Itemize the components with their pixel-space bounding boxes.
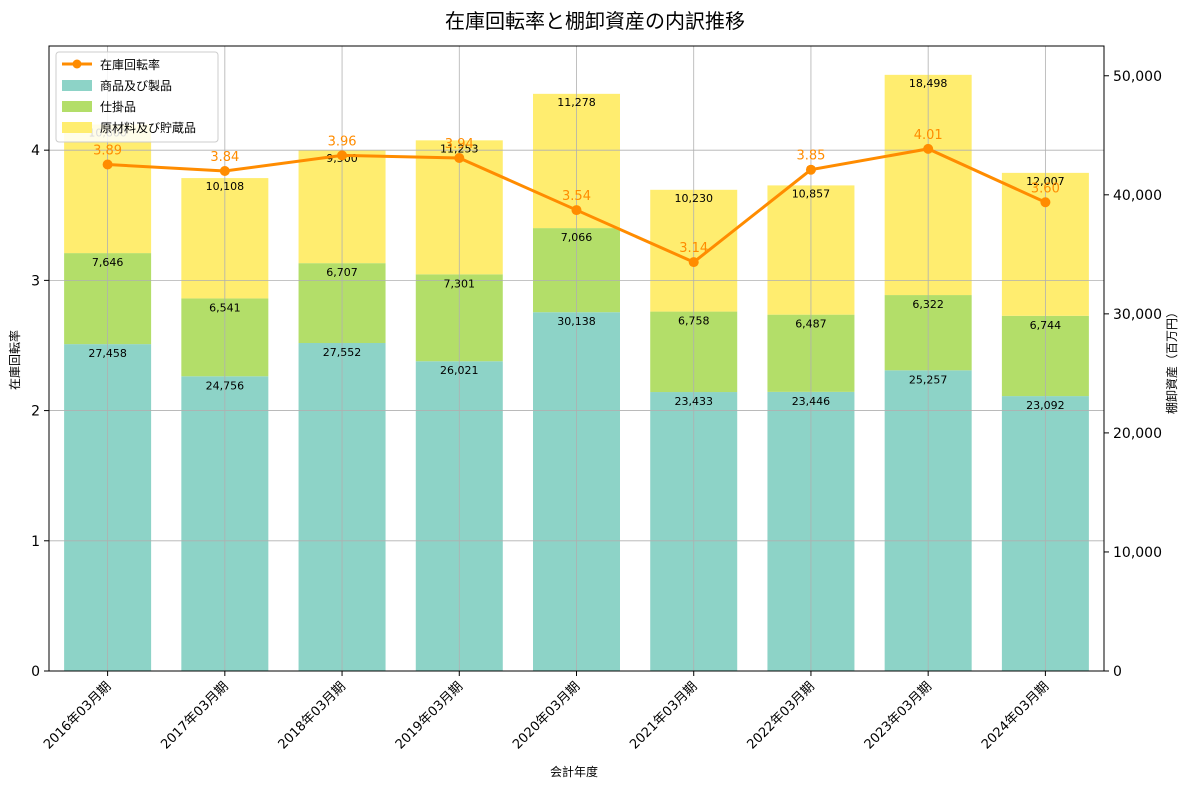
x-tick-label: 2020年03月期 [510,679,583,752]
turnover-point [571,205,582,216]
turnover-value-label: 3.54 [562,189,591,204]
x-tick-label: 2017年03月期 [158,679,231,752]
turnover-value-label: 4.01 [914,128,943,143]
turnover-value-label: 3.60 [1031,181,1060,196]
turnover-value-label: 3.84 [210,150,239,165]
bar-value-label: 6,322 [912,298,944,311]
legend-box [55,51,219,143]
bar-value-label: 10,230 [674,192,713,205]
legend-marker [72,59,82,69]
legend-patch-swatch [62,80,92,91]
bar-value-label: 10,857 [792,187,831,200]
bar-value-label: 26,021 [440,364,479,377]
bar-value-label: 7,066 [561,231,593,244]
y-axis-right-label: 棚卸資産（百万円） [1164,306,1179,414]
bar-value-label: 11,253 [440,142,479,155]
y-right-tick-label: 0 [1113,664,1122,680]
bar-value-label: 24,756 [206,379,245,392]
x-tick-label: 2016年03月期 [41,679,114,752]
chart-title: 在庫回転率と棚卸資産の内訳推移 [445,9,745,33]
bar-value-label: 6,744 [1030,319,1062,332]
legend-entry-label: 商品及び製品 [100,78,172,93]
x-tick-label: 2019年03月期 [393,679,466,752]
bar-value-label: 30,138 [557,315,596,328]
bar-value-label: 6,707 [326,266,358,279]
turnover-value-label: 3.94 [445,137,474,152]
turnover-value-label: 3.89 [93,143,122,158]
turnover-value-label: 3.14 [679,241,708,256]
turnover-point [805,164,816,175]
turnover-point [454,152,465,163]
bar-value-label: 23,433 [674,395,713,408]
bar-value-label: 27,458 [88,347,127,360]
y-left-tick-label: 1 [31,534,40,550]
bar-value-label: 27,552 [323,346,362,359]
turnover-point [219,166,230,176]
y-right-tick-label: 40,000 [1113,188,1162,204]
turnover-point [337,150,348,161]
x-tick-label: 2022年03月期 [744,679,817,752]
x-tick-label: 2018年03月期 [276,679,349,752]
turnover-value-label: 3.85 [796,149,825,164]
bar-value-label: 6,487 [795,318,827,331]
y-right-tick-label: 50,000 [1113,69,1162,85]
legend-entry-label: 在庫回転率 [100,57,160,72]
bar-value-label: 11,278 [557,96,596,109]
y-left-tick-label: 0 [31,664,40,680]
turnover-point [923,143,934,154]
bar-value-label: 18,498 [909,77,948,90]
bar-value-label: 23,446 [792,395,831,408]
x-tick-label: 2024年03月期 [979,679,1052,752]
turnover-value-label: 3.96 [328,134,357,149]
y-left-tick-label: 3 [31,273,40,289]
turnover-point [688,257,699,268]
bar-value-label: 12,007 [1026,175,1065,188]
y-right-tick-label: 30,000 [1113,307,1162,323]
bar-value-label: 23,092 [1026,399,1065,412]
y-right-tick-label: 20,000 [1113,426,1162,442]
bar-value-label: 6,758 [678,315,710,328]
y-left-tick-label: 2 [31,404,40,420]
legend-patch-swatch [62,101,92,112]
x-tick-label: 2023年03月期 [862,679,935,752]
legend-patch-swatch [62,122,92,133]
x-tick-label: 2021年03月期 [627,679,700,752]
bar-value-label: 25,257 [909,373,948,386]
legend-entry-label: 仕掛品 [100,99,136,114]
y-right-tick-label: 10,000 [1113,545,1162,561]
bar-value-label: 6,541 [209,301,241,314]
legend-entry-label: 原材料及び貯蔵品 [100,121,196,135]
turnover-point [1040,197,1051,208]
bar-value-label: 10,108 [206,180,245,193]
x-axis-label: 会計年度 [550,764,598,779]
y-left-tick-label: 4 [31,143,40,159]
bar-value-label: 7,646 [92,256,124,269]
bar-value-label: 7,301 [444,277,476,290]
turnover-point [102,159,113,170]
y-axis-left-label: 在庫回転率 [7,330,22,390]
